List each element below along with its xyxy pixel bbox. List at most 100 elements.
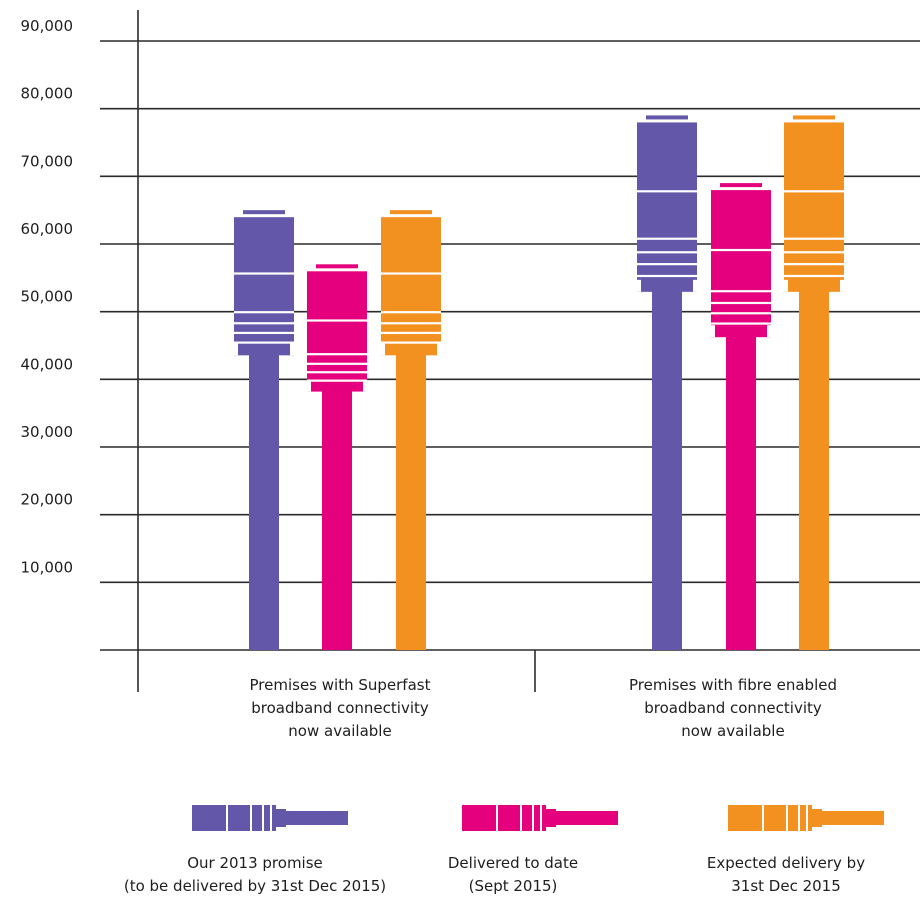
bar-band (381, 322, 441, 325)
bar-band (381, 311, 441, 314)
bars (234, 115, 844, 650)
bar-band (381, 331, 441, 335)
bar (234, 210, 294, 650)
bar-head (637, 122, 697, 292)
bar-band (307, 353, 367, 356)
bar-stem (799, 289, 829, 650)
y-tick-label: 30,000 (21, 423, 74, 441)
bar-tip (316, 264, 358, 269)
bar-stem (322, 389, 352, 650)
bar-band (637, 190, 697, 193)
bar-notch (784, 279, 788, 292)
legend-item: Expected delivery by 31st Dec 2015 (707, 805, 884, 895)
bar-band (307, 371, 367, 374)
y-tick-label: 80,000 (21, 85, 74, 103)
bar-band (637, 251, 697, 254)
legend-band (262, 805, 264, 831)
legend-band (270, 805, 272, 831)
legend-band (798, 805, 800, 831)
bar-head (234, 217, 294, 356)
category-label: now available (681, 722, 784, 740)
bar-tip (793, 115, 835, 120)
bar-tip (646, 115, 688, 120)
bar-head (307, 271, 367, 392)
y-tick-label: 10,000 (21, 558, 74, 576)
y-tick-label: 20,000 (21, 491, 74, 509)
bar-band (307, 379, 367, 382)
bar (637, 115, 697, 650)
bar-tip (720, 183, 762, 188)
legend-label: (to be delivered by 31st Dec 2015) (124, 877, 386, 895)
legend-swatch (822, 811, 884, 825)
legend-band (250, 805, 252, 831)
legend-band (762, 805, 764, 831)
bar-notch (693, 279, 697, 292)
bar (784, 115, 844, 650)
y-tick-label: 50,000 (21, 288, 74, 306)
bar-band (711, 248, 771, 252)
legend-label: Delivered to date (448, 854, 578, 872)
bar-stem (726, 335, 756, 650)
legend-swatch (812, 809, 822, 827)
bar-band (711, 322, 771, 325)
bar-notch (234, 343, 238, 356)
bar-notch (363, 379, 367, 392)
bar-band (307, 319, 367, 322)
legend-swatch (556, 811, 618, 825)
legend-band (786, 805, 788, 831)
bar-band (234, 272, 294, 275)
category-label: Premises with Superfast (250, 676, 431, 694)
legend-band (532, 805, 534, 831)
category-labels: Premises with Superfast broadband connect… (250, 676, 837, 740)
category-label: now available (288, 722, 391, 740)
bar-band (234, 322, 294, 325)
bar-band (637, 237, 697, 240)
legend-label: (Sept 2015) (469, 877, 558, 895)
category-label: Premises with fibre enabled (629, 676, 837, 694)
legend-band (806, 805, 808, 831)
legend-swatch (286, 811, 348, 825)
bar-stem (249, 353, 279, 650)
bar-band (711, 301, 771, 305)
bar-notch (840, 279, 844, 292)
bar-band (234, 341, 294, 344)
legend: Our 2013 promise (to be delivered by 31st… (124, 805, 884, 895)
legend-item: Our 2013 promise (to be delivered by 31st… (124, 805, 386, 895)
bar-stem (652, 289, 682, 650)
bar-band (784, 251, 844, 254)
axes (100, 10, 920, 692)
bar-band (234, 311, 294, 314)
legend-band (540, 805, 542, 831)
bar-notch (767, 325, 771, 338)
bar (711, 183, 771, 650)
legend-band (496, 805, 498, 831)
bar-band (784, 237, 844, 240)
bar-band (637, 274, 697, 278)
bar (307, 264, 367, 650)
bar-band (711, 312, 771, 315)
y-tick-label: 40,000 (21, 355, 74, 373)
legend-swatch (546, 809, 556, 827)
category-label: broadband connectivity (644, 699, 822, 717)
bar-band (637, 263, 697, 266)
legend-label: Expected delivery by (707, 854, 865, 872)
legend-label: Our 2013 promise (187, 854, 323, 872)
bar-notch (637, 279, 641, 292)
y-tick-label: 70,000 (21, 152, 74, 170)
bar-tip (390, 210, 432, 215)
bar-stem (396, 353, 426, 650)
legend-band (520, 805, 522, 831)
y-tick-label: 90,000 (21, 17, 74, 35)
legend-swatch (276, 809, 286, 827)
gridlines (100, 40, 920, 584)
bar-band (381, 341, 441, 344)
bar-band (234, 331, 294, 335)
bar-notch (307, 379, 311, 392)
bar-head (784, 122, 844, 292)
category-label: broadband connectivity (251, 699, 429, 717)
legend-item: Delivered to date (Sept 2015) (448, 805, 618, 895)
bar-band (784, 263, 844, 266)
y-tick-labels: 10,000 20,000 30,000 40,000 50,000 60,000 70,0… (21, 17, 74, 576)
bar-notch (711, 325, 715, 338)
